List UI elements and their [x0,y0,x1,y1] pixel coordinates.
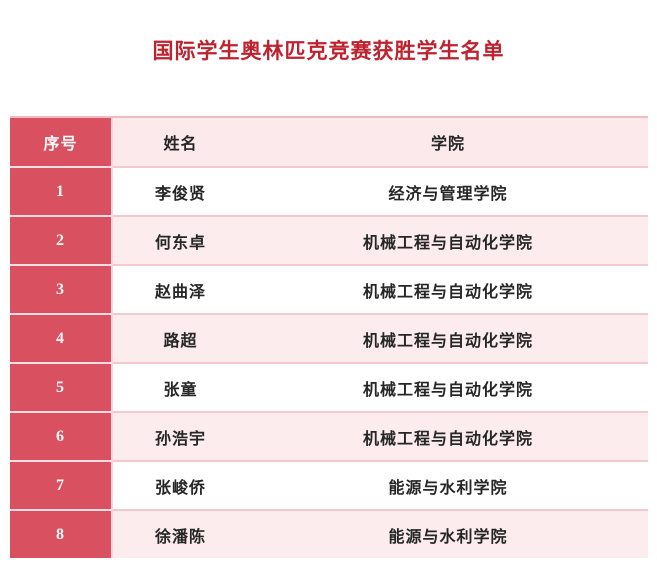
cell-index: 1 [10,166,113,215]
table-row: 6 孙浩宇 机械工程与自动化学院 [10,411,648,460]
cell-index: 2 [10,215,113,264]
cell-name: 李俊贤 [113,166,248,215]
table-row: 4 路超 机械工程与自动化学院 [10,313,648,362]
table-row: 5 张童 机械工程与自动化学院 [10,362,648,411]
winners-table: 序号 姓名 学院 1 李俊贤 经济与管理学院 2 何东卓 机械工程与自动化学院 … [10,116,648,558]
cell-college: 机械工程与自动化学院 [248,362,648,411]
article-page: 国际学生奥林匹克竞赛获胜学生名单 序号 姓名 学院 1 李俊贤 经济与管理学院 … [0,38,657,572]
table-row: 3 赵曲泽 机械工程与自动化学院 [10,264,648,313]
page-title: 国际学生奥林匹克竞赛获胜学生名单 [152,40,505,63]
table-row: 2 何东卓 机械工程与自动化学院 [10,215,648,264]
cell-index: 6 [10,411,113,460]
cell-college: 经济与管理学院 [248,166,648,215]
cell-name: 何东卓 [113,215,248,264]
header-cell-name: 姓名 [113,118,248,166]
header-cell-college: 学院 [248,118,648,166]
cell-name: 孙浩宇 [113,411,248,460]
cell-name: 张童 [113,362,248,411]
cell-college: 机械工程与自动化学院 [248,264,648,313]
cell-name: 路超 [113,313,248,362]
cell-index: 7 [10,460,113,509]
cell-college: 机械工程与自动化学院 [248,411,648,460]
header-cell-index: 序号 [10,118,113,166]
cell-index: 4 [10,313,113,362]
cell-college: 机械工程与自动化学院 [248,215,648,264]
table-row: 7 张峻侨 能源与水利学院 [10,460,648,509]
cell-index: 5 [10,362,113,411]
cell-college: 能源与水利学院 [248,460,648,509]
table-header-row: 序号 姓名 学院 [10,118,648,166]
cell-name: 张峻侨 [113,460,248,509]
cell-college: 机械工程与自动化学院 [248,313,648,362]
table-row: 1 李俊贤 经济与管理学院 [10,166,648,215]
cell-index: 3 [10,264,113,313]
cell-name: 赵曲泽 [113,264,248,313]
